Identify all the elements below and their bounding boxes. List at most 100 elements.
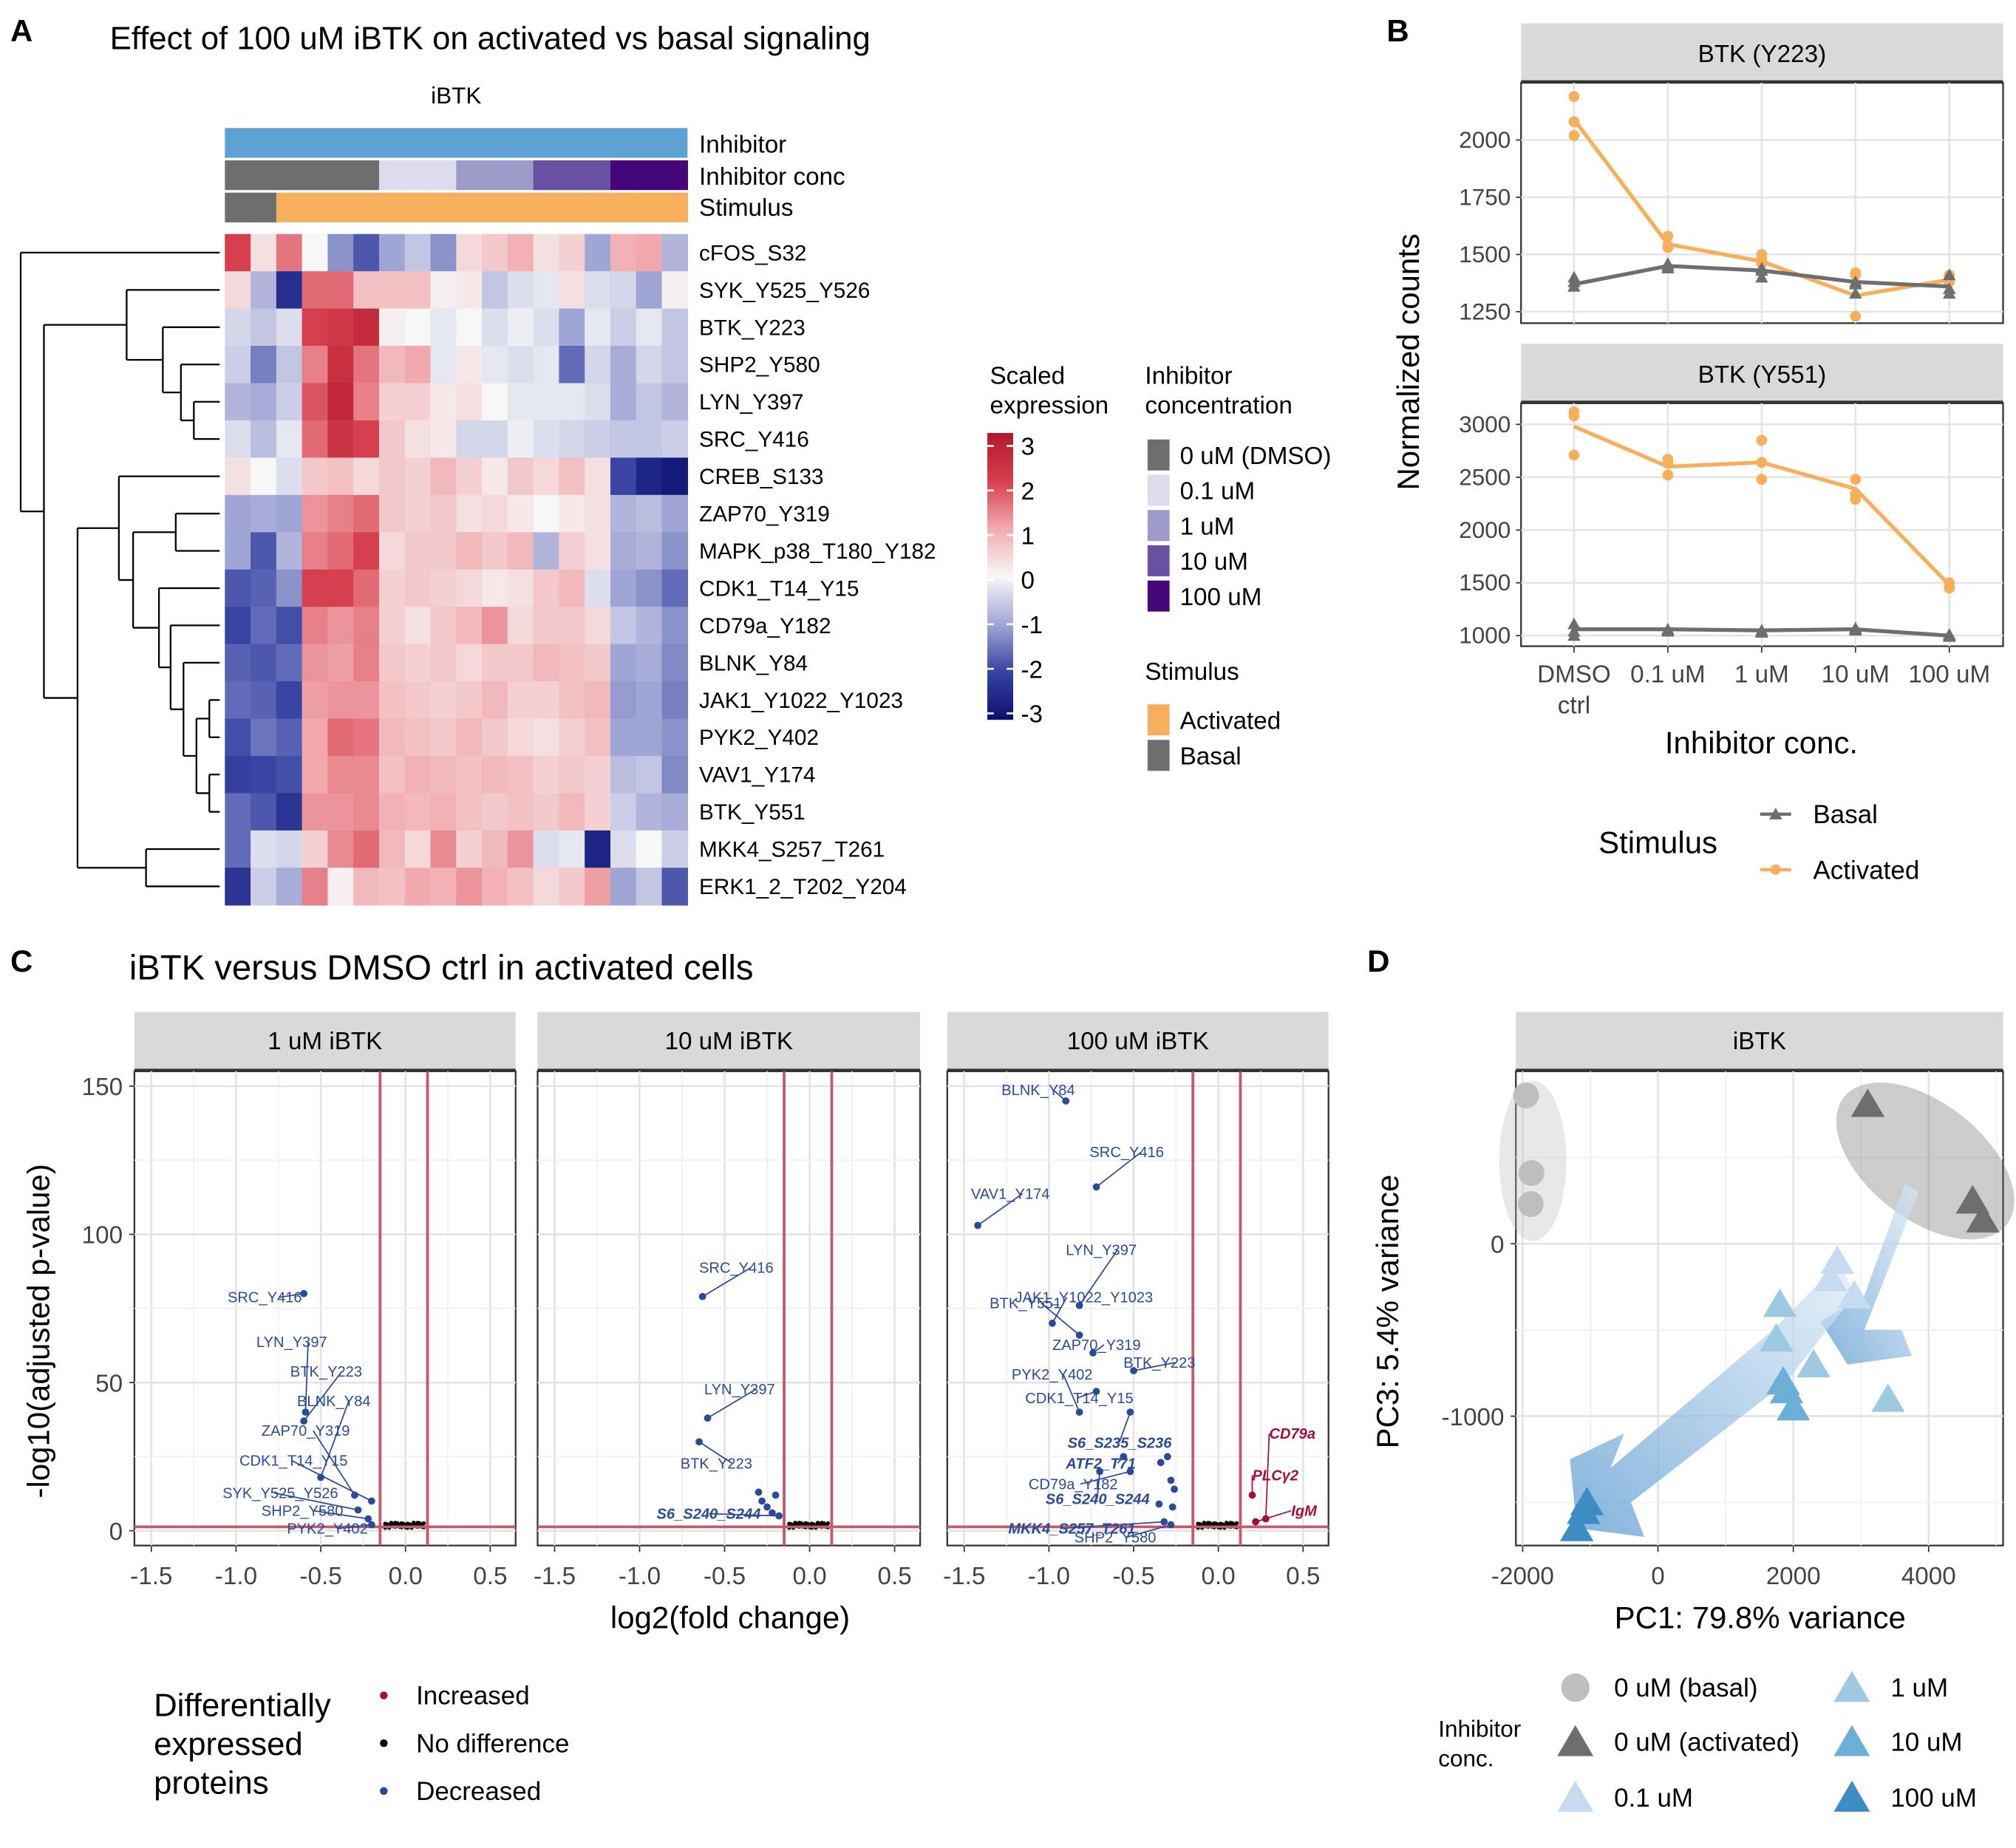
heatmap-cell — [661, 867, 689, 906]
heatmap-cell — [378, 383, 406, 421]
heatmap-cell — [404, 607, 432, 645]
b-point-activated — [1944, 582, 1955, 593]
heatmap-cell — [353, 383, 380, 421]
heatmap-cell — [533, 718, 560, 757]
heatmap-cell — [585, 271, 611, 310]
heatmap-cell — [404, 346, 432, 384]
b-point-activated — [1568, 91, 1580, 103]
c-point-label: CD79a_Y182 — [1029, 1476, 1118, 1493]
d-point-triangle — [1837, 1280, 1871, 1309]
stim-cell — [585, 192, 611, 222]
b-ytick-label: 1500 — [1459, 242, 1511, 267]
c-legend-key — [380, 1787, 388, 1796]
c-point-nodiff — [1234, 1521, 1239, 1526]
heatmap-cell — [430, 718, 457, 757]
c-point-label: IgM — [1291, 1504, 1318, 1520]
d-legend-key — [1833, 1780, 1870, 1812]
c-xtick-label: 0.5 — [473, 1563, 507, 1590]
c-point-decreased — [758, 1497, 766, 1505]
d-point-triangle — [1776, 1391, 1811, 1421]
panel-letter-b: B — [1386, 13, 1409, 48]
heatmap-cell — [636, 271, 663, 310]
c-label-connector — [1264, 1433, 1270, 1519]
heatmap-cell — [610, 569, 637, 607]
heatmap-cell — [302, 346, 329, 384]
heatmap-cell — [559, 383, 585, 421]
heatmap-cell — [353, 233, 380, 272]
heatmap-cell — [507, 457, 534, 496]
heatmap-cell — [610, 308, 637, 347]
heatmap-cell — [456, 755, 483, 794]
heatmap-cell — [661, 718, 689, 757]
heatmap-cell — [327, 233, 354, 272]
heatmap-cell — [225, 867, 251, 906]
heatmap-cell — [276, 271, 303, 310]
stim-cell — [533, 192, 560, 222]
heatmap-cell — [378, 420, 406, 459]
d-point-circle — [1517, 1191, 1544, 1218]
heatmap-cell — [533, 755, 560, 794]
heatmap-row-label: LYN_Y397 — [699, 390, 804, 415]
heatmap-cell — [302, 494, 329, 533]
c-point-label: ATF2_T71 — [1065, 1456, 1136, 1472]
b-point-activated — [1756, 434, 1768, 446]
heatmap-cell — [636, 830, 663, 869]
heatmap-cell — [610, 494, 637, 533]
heatmap-cells — [225, 233, 689, 906]
c-legend-label: Decreased — [416, 1777, 541, 1806]
b-xlabel: Inhibitor conc. — [1665, 726, 1858, 760]
b-xtick-label: 0.1 uM — [1630, 661, 1706, 688]
c-title: iBTK versus DMSO ctrl in activated cells — [129, 949, 754, 988]
heatmap-cell — [251, 718, 277, 757]
heatmap-cell — [404, 867, 432, 906]
heatmap-row-label: BTK_Y223 — [699, 316, 806, 340]
heatmap-cell — [302, 308, 329, 347]
heatmap-cell — [353, 607, 380, 645]
heatmap-cell — [225, 644, 251, 682]
heatmap-cell — [404, 494, 432, 533]
heatmap-cell — [276, 308, 303, 347]
heatmap-cell — [636, 346, 663, 384]
c-point-decreased — [763, 1503, 771, 1511]
conc-cell — [430, 160, 457, 191]
b-ytick-label: 3000 — [1459, 412, 1511, 437]
heatmap-cell — [353, 420, 380, 459]
b-legend-title: Stimulus — [1598, 825, 1717, 859]
conc-legend-swatch — [1147, 439, 1170, 471]
c-label-connector — [1063, 1374, 1080, 1413]
heatmap-cell — [404, 233, 432, 272]
heatmap-cell — [353, 830, 380, 869]
heatmap-cell — [225, 233, 251, 272]
heatmap-cell — [585, 644, 611, 682]
c-point-label: BTK_Y551 — [990, 1296, 1061, 1312]
heatmap-cell — [507, 867, 534, 906]
b-point-activated — [1756, 253, 1768, 265]
c-point-decreased — [1168, 1503, 1176, 1511]
c-label-connector — [1080, 1470, 1131, 1485]
c-label-connector — [1133, 1362, 1176, 1371]
b-ytick-label: 2000 — [1459, 127, 1511, 153]
legend-stim-title: Stimulus — [1145, 658, 1239, 686]
stim-cell — [251, 192, 277, 222]
heatmap-cell — [302, 420, 329, 459]
d-point-triangle — [1850, 1088, 1885, 1117]
heatmap-cell — [636, 420, 663, 459]
heatmap-cell — [559, 569, 585, 607]
heatmap-cell — [559, 494, 585, 533]
c-label-connector — [977, 1193, 1024, 1227]
c-point-label: SRC_Y416 — [1089, 1145, 1164, 1161]
heatmap-cell — [225, 793, 251, 831]
heatmap-cell — [482, 569, 508, 607]
heatmap-row-labels: cFOS_S32 SYK_Y525_Y526 BTK_Y223 SHP2_Y580 LY… — [699, 241, 936, 899]
b-xtick-label: 1 uM — [1734, 661, 1789, 688]
c-point-nodiff — [825, 1521, 831, 1526]
heatmap-cell — [430, 271, 457, 310]
heatmap-cell — [559, 308, 585, 347]
heatmap-cell — [585, 681, 611, 720]
heatmap-cell — [276, 383, 303, 421]
c-label-connector — [304, 1341, 309, 1413]
b-xtick-label: DMSO — [1537, 661, 1611, 688]
heatmap-cell — [225, 420, 251, 459]
c-xtick-label: 0.5 — [877, 1563, 911, 1590]
heatmap-cell — [302, 830, 329, 869]
